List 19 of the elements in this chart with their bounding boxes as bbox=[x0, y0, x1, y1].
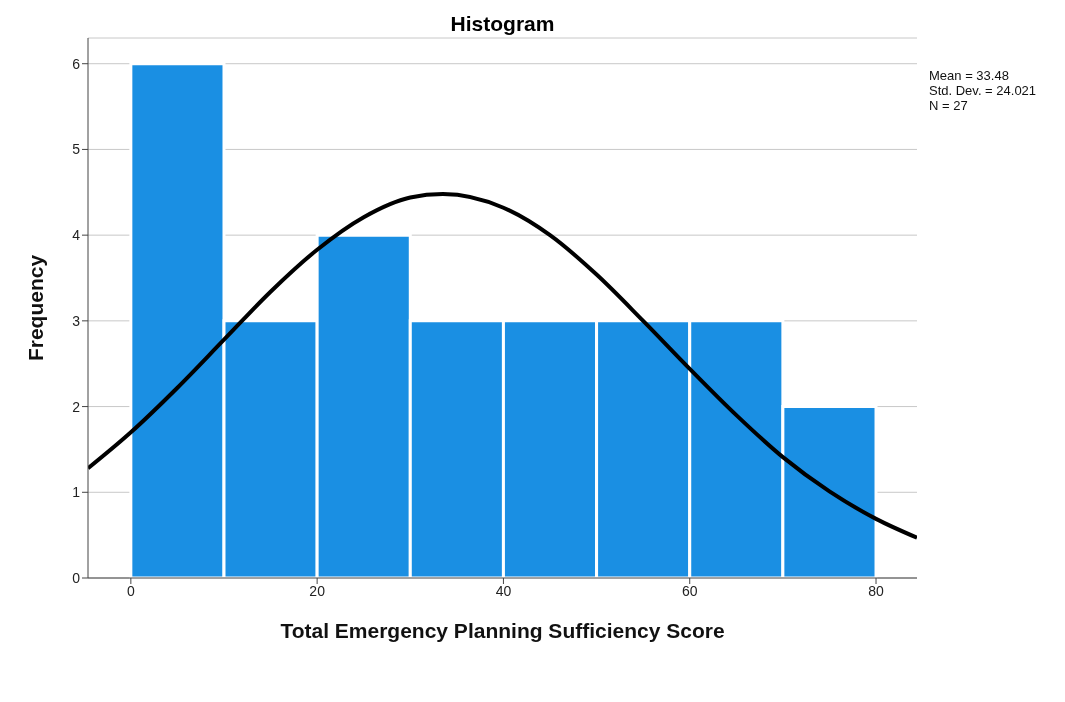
x-tick-label: 0 bbox=[126, 582, 135, 599]
x-tick-label: 20 bbox=[309, 582, 326, 599]
y-tick-label: 2 bbox=[72, 398, 81, 415]
y-tick-label: 6 bbox=[72, 55, 81, 72]
x-tick-label: 80 bbox=[868, 582, 885, 599]
text: Std. Dev. = 24.021 bbox=[929, 83, 1037, 98]
y-tick-label: 5 bbox=[72, 141, 81, 158]
y-tick-label: 1 bbox=[72, 484, 81, 501]
chart-title: Histogram bbox=[449, 12, 556, 36]
y-tick-label: 0 bbox=[72, 569, 81, 586]
y-tick-label: 4 bbox=[72, 227, 81, 244]
text: N = 27 bbox=[929, 98, 969, 113]
x-axis-title: Total Emergency Planning Sufficiency Score bbox=[280, 619, 725, 642]
x-tick-label: 60 bbox=[681, 582, 698, 599]
y-tick-label: 3 bbox=[72, 312, 81, 329]
line-series bbox=[88, 192, 917, 540]
x-tick-label: 40 bbox=[495, 582, 512, 599]
y-axis-title: Frequency bbox=[24, 254, 48, 362]
text: Mean = 33.48 bbox=[929, 68, 1010, 83]
